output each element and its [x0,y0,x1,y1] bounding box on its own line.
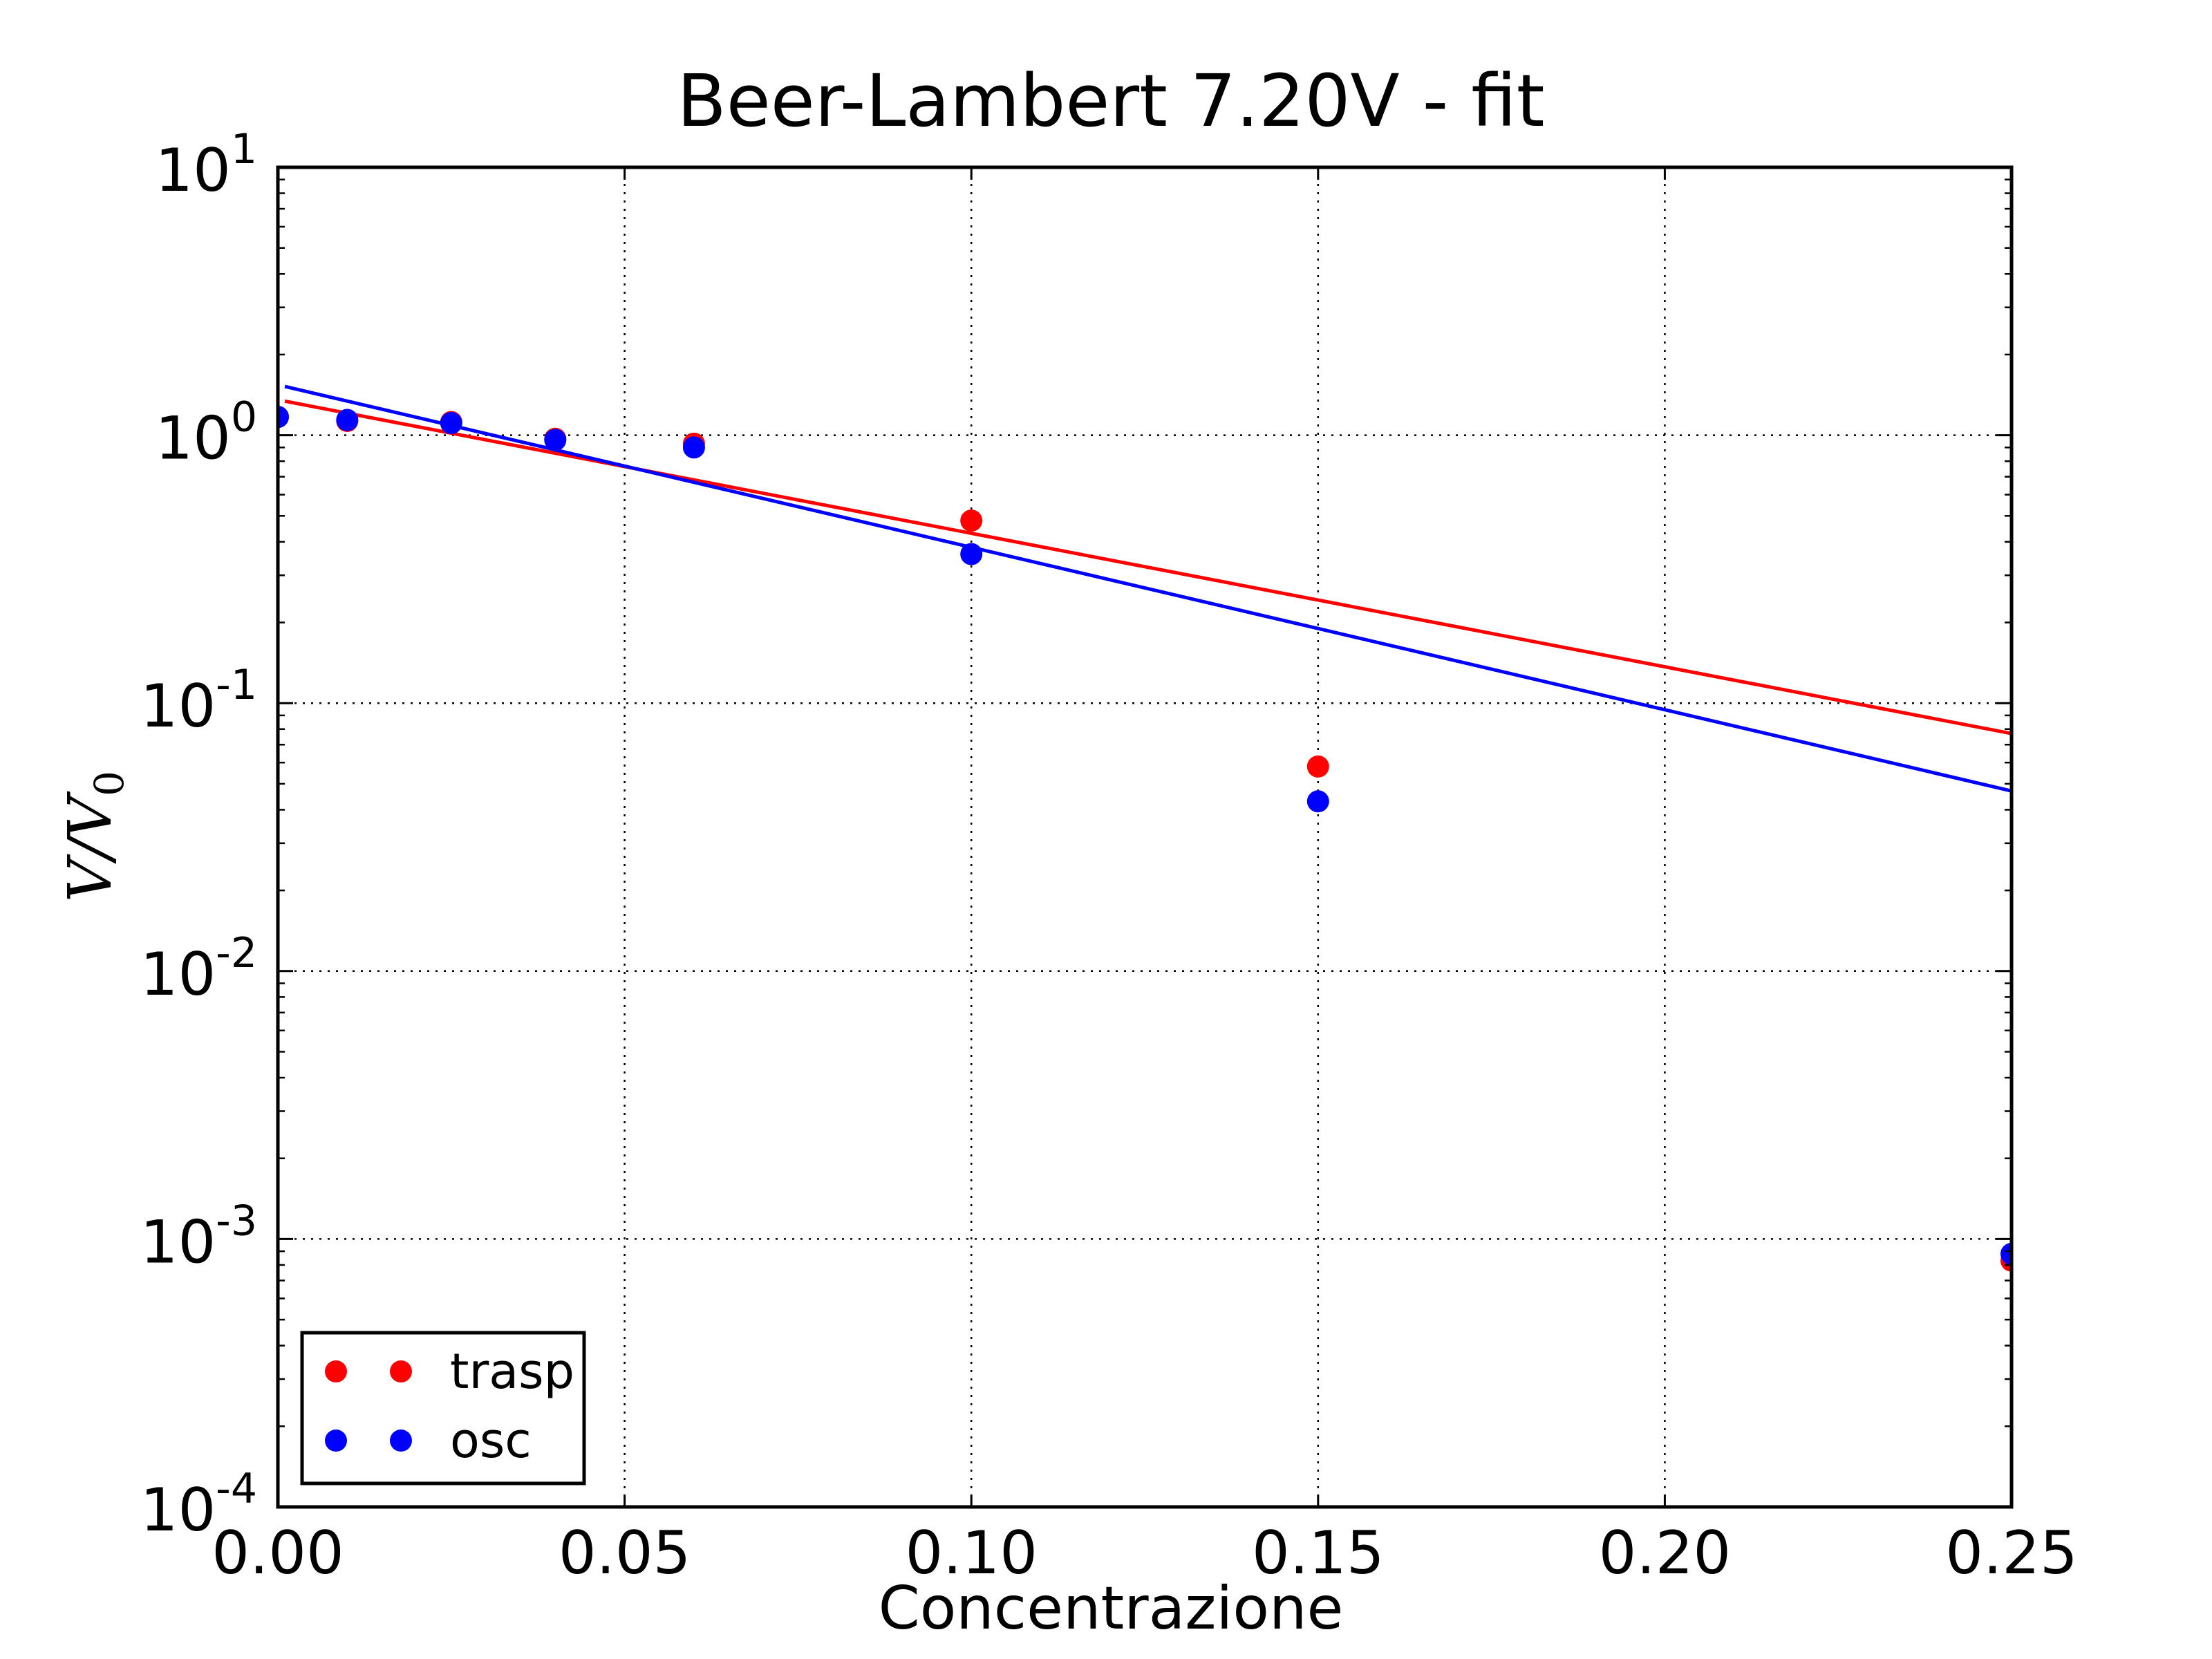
point-osc [336,409,359,431]
x-tick-label: 0.00 [212,1519,344,1588]
y-tick-label-exponent: -2 [216,929,257,977]
legend-box [300,1331,586,1485]
point-trasp [960,509,983,532]
point-osc [1306,790,1329,813]
y-axis-label-sub: 0 [86,771,133,796]
y-axis-label-base: V/V [56,791,125,902]
grid [278,167,2012,1507]
legend-label-trasp: trasp [450,1343,574,1400]
y-tick-label-exponent: 0 [231,393,257,442]
y-axis-label: V/V0 [56,771,133,902]
y-tick-label-base: 10 [155,404,230,474]
y-tick-label-exponent: -3 [216,1197,257,1245]
y-tick-label-base: 10 [155,136,230,205]
y-tick-label-base: 10 [140,1208,216,1277]
point-osc [2000,1242,2012,1265]
plot-frame [276,165,2014,1509]
x-tick-label: 0.05 [559,1519,691,1588]
point-osc [682,436,705,459]
x-tick-labels: 0.00 0.05 0.10 0.15 0.20 0.25 [212,1519,2077,1588]
point-osc [278,406,289,429]
y-tick-label: 100 [155,393,257,474]
point-osc [544,429,567,451]
y-tick-label: 101 [155,125,257,205]
fit-line-osc [284,384,2012,793]
x-tick-label: 0.15 [1252,1519,1384,1588]
y-tick-label-exponent: -1 [216,661,257,709]
fit-lines [284,384,2012,793]
y-tick-label-exponent: -4 [216,1465,257,1513]
x-axis-label: Concentrazione [879,1574,1344,1643]
y-tick-label: 10-3 [140,1197,257,1277]
y-tick-label-base: 10 [140,940,216,1009]
x-tick-label: 0.20 [1599,1519,1731,1588]
legend-marker-trasp [325,1360,347,1382]
chart-title: Beer-Lambert 7.20V - fit [677,59,1544,143]
y-tick-label-base: 10 [140,1476,216,1545]
legend-marker-osc [390,1430,412,1452]
ticks [276,166,2013,1508]
y-tick-label: 10-1 [140,661,257,741]
legend-marker-osc [325,1430,347,1452]
legend-label-osc: osc [450,1412,532,1469]
x-tick-label: 0.10 [905,1519,1037,1588]
point-osc [960,543,983,565]
y-tick-label: 10-2 [140,929,257,1009]
fit-line-trasp [284,399,2012,735]
y-tick-label: 10-4 [140,1465,257,1545]
legend-marker-trasp [390,1360,412,1382]
point-osc [440,412,462,435]
legend: trasp osc [300,1331,586,1485]
y-tick-label-exponent: 1 [231,125,257,174]
x-tick-label: 0.25 [1945,1519,2077,1588]
data-points [278,406,2012,1272]
point-trasp [1306,755,1329,778]
y-tick-label-base: 10 [140,672,216,741]
